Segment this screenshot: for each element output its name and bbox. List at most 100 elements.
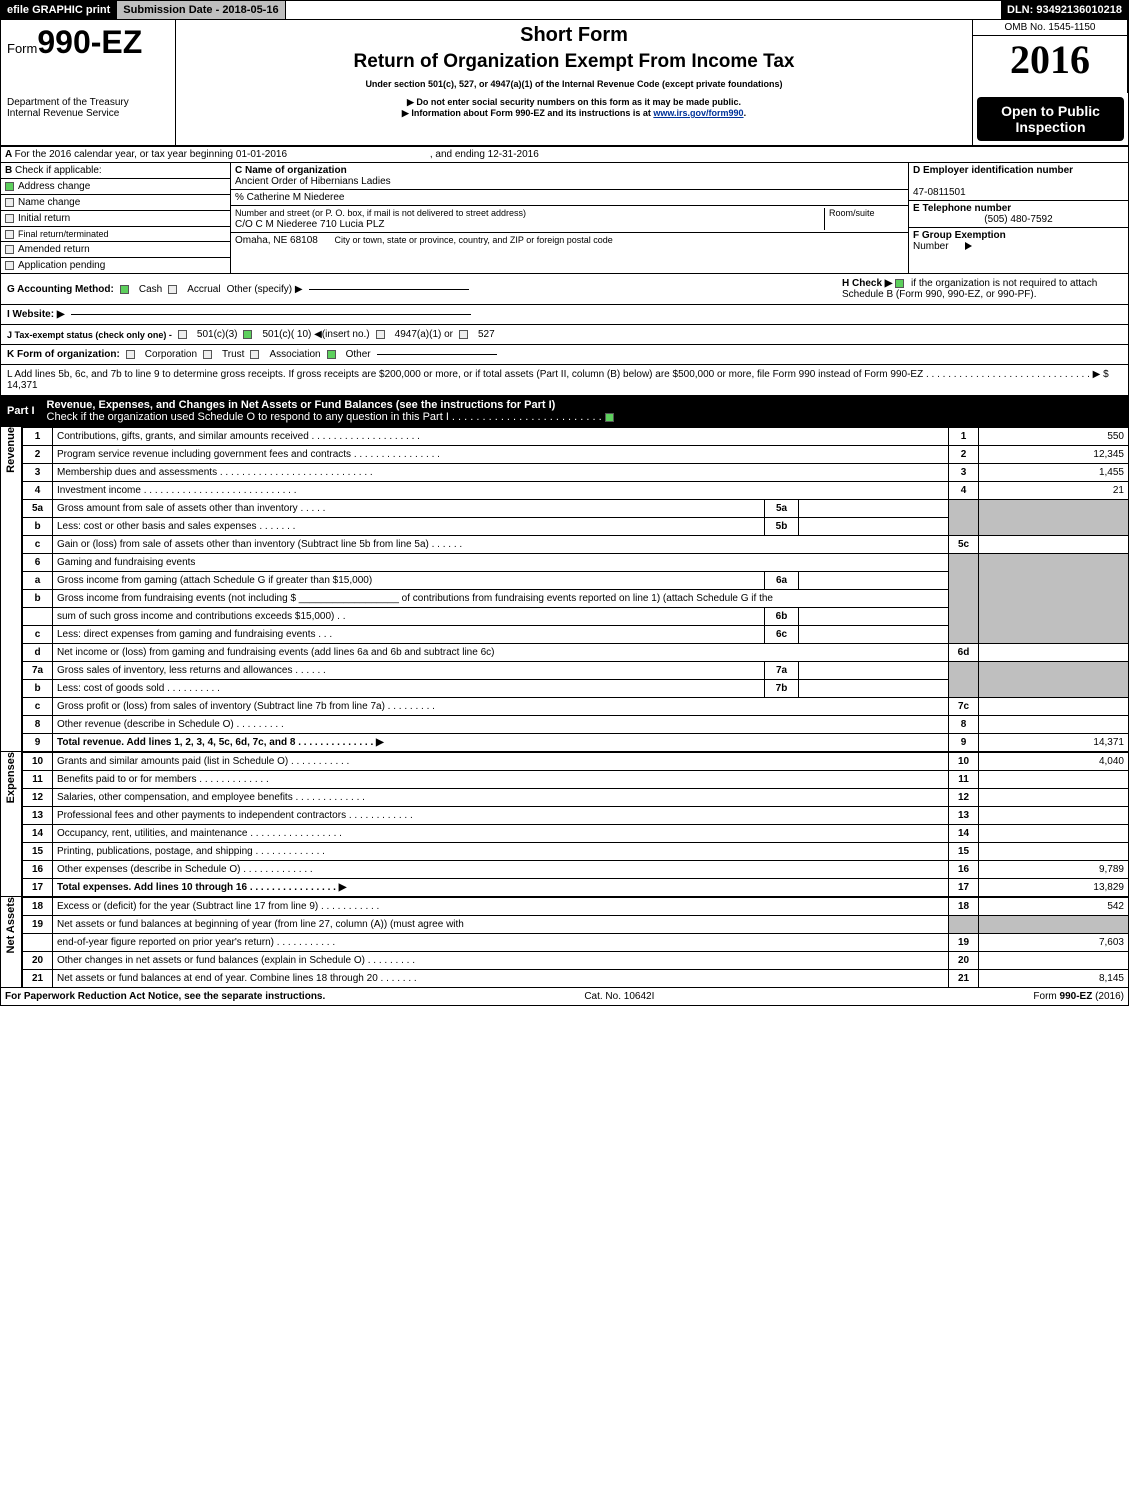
g-other-input[interactable] (309, 289, 469, 290)
chk-final-return[interactable] (5, 230, 14, 239)
footer-left: For Paperwork Reduction Act Notice, see … (5, 991, 325, 1002)
org-name: Ancient Order of Hibernians Ladies (235, 176, 391, 187)
open-line2: Inspection (979, 119, 1122, 135)
g-other: Other (specify) ▶ (227, 284, 303, 295)
line-7b-mid: 7b (765, 680, 799, 698)
chk-4947[interactable] (376, 330, 385, 339)
line-3-col: 3 (949, 464, 979, 482)
line-5c-col: 5c (949, 536, 979, 554)
line-10-amt: 4,040 (979, 753, 1129, 771)
line-12-desc: Salaries, other compensation, and employ… (53, 789, 949, 807)
line-18-desc: Excess or (deficit) for the year (Subtra… (53, 898, 949, 916)
b-final-return: Final return/terminated (18, 229, 109, 239)
b-amended-return: Amended return (18, 244, 90, 255)
i-website-label: I Website: ▶ (7, 309, 65, 320)
dept-line2: Internal Revenue Service (7, 108, 169, 119)
k-trust: Trust (222, 349, 244, 360)
line-a: A For the 2016 calendar year, or tax yea… (0, 147, 1129, 163)
expenses-table: 10Grants and similar amounts paid (list … (22, 752, 1129, 897)
row-g-h: G Accounting Method: Cash Accrual Other … (0, 274, 1129, 305)
line-14-col: 14 (949, 825, 979, 843)
line-4-col: 4 (949, 482, 979, 500)
k-label: K Form of organization: (7, 349, 120, 360)
city-state-zip: Omaha, NE 68108 (235, 235, 318, 246)
chk-other[interactable] (327, 350, 336, 359)
line-13-num: 13 (23, 807, 53, 825)
line-6c-num: c (23, 626, 53, 644)
footer-form-bold: 990-EZ (1060, 991, 1093, 1002)
line-11-col: 11 (949, 771, 979, 789)
line-9-desc: Total revenue. Add lines 1, 2, 3, 4, 5c,… (57, 737, 384, 748)
chk-corp[interactable] (126, 350, 135, 359)
g-accrual: Accrual (187, 284, 220, 295)
k-other: Other (346, 349, 371, 360)
c-label: C Name of organization (235, 165, 347, 176)
line-19b-col: 19 (949, 934, 979, 952)
instruction-info: ▶ Information about Form 990-EZ and its … (182, 108, 966, 119)
form-word: Form (7, 41, 37, 56)
dept-line1: Department of the Treasury (7, 97, 169, 108)
line-7b-num: b (23, 680, 53, 698)
instruction-no-ssn: ▶ Do not enter social security numbers o… (182, 97, 966, 108)
omb-number: OMB No. 1545-1150 (973, 20, 1127, 36)
title-short-form: Short Form (182, 24, 966, 47)
chk-schedule-o[interactable] (605, 413, 614, 422)
line-5b-num: b (23, 518, 53, 536)
tax-year: 2016 (973, 36, 1127, 83)
b-initial-return: Initial return (18, 213, 70, 224)
revenue-section: Revenue 1Contributions, gifts, grants, a… (0, 427, 1129, 752)
line-15-desc: Printing, publications, postage, and shi… (53, 843, 949, 861)
chk-cash[interactable] (120, 285, 129, 294)
line-3-num: 3 (23, 464, 53, 482)
irs-link[interactable]: www.irs.gov/form990 (653, 108, 743, 118)
line-a-end: , and ending 12-31-2016 (430, 149, 539, 160)
part1-header: Part I Revenue, Expenses, and Changes in… (0, 396, 1129, 427)
expenses-section: Expenses 10Grants and similar amounts pa… (0, 752, 1129, 897)
row-k: K Form of organization: Corporation Trus… (0, 345, 1129, 365)
line-2-desc: Program service revenue including govern… (53, 446, 949, 464)
info-pre: ▶ Information about Form 990-EZ and its … (402, 108, 653, 118)
chk-address-change[interactable] (5, 182, 14, 191)
line-7a-mid: 7a (765, 662, 799, 680)
chk-amended-return[interactable] (5, 245, 14, 254)
chk-501c3[interactable] (178, 330, 187, 339)
expenses-vlabel: Expenses (5, 752, 17, 803)
line-5b-desc: Less: cost or other basis and sales expe… (53, 518, 765, 536)
chk-application-pending[interactable] (5, 261, 14, 270)
line-10-desc: Grants and similar amounts paid (list in… (53, 753, 949, 771)
row-i: I Website: ▶ (0, 305, 1129, 325)
line-1-desc: Contributions, gifts, grants, and simila… (53, 428, 949, 446)
chk-initial-return[interactable] (5, 214, 14, 223)
line-a-text: For the 2016 calendar year, or tax year … (15, 149, 287, 160)
line-6b2-mid: 6b (765, 608, 799, 626)
line-6d-num: d (23, 644, 53, 662)
chk-527[interactable] (459, 330, 468, 339)
chk-trust[interactable] (203, 350, 212, 359)
chk-501c[interactable] (243, 330, 252, 339)
k-other-input[interactable] (377, 354, 497, 355)
line-21-num: 21 (23, 970, 53, 988)
f-group-label: F Group Exemption (913, 230, 1006, 241)
l-text: L Add lines 5b, 6c, and 7b to line 9 to … (7, 369, 1122, 391)
top-bar: efile GRAPHIC print Submission Date - 20… (0, 0, 1129, 20)
chk-accrual[interactable] (168, 285, 177, 294)
room-suite: Room/suite (824, 208, 904, 230)
chk-h[interactable] (895, 279, 904, 288)
line-17-amt: 13,829 (979, 879, 1129, 897)
g-label: G Accounting Method: (7, 284, 114, 295)
form-num: 990-EZ (37, 24, 142, 60)
line-1-col: 1 (949, 428, 979, 446)
line-4-num: 4 (23, 482, 53, 500)
website-input[interactable] (71, 314, 471, 315)
line-9-col: 9 (949, 734, 979, 752)
line-1-amt: 550 (979, 428, 1129, 446)
care-of: % Catherine M Niederee (231, 190, 908, 206)
dln: DLN: 93492136010218 (1001, 1, 1128, 19)
line-19-num: 19 (23, 916, 53, 934)
dept-treasury: Department of the Treasury Internal Reve… (1, 93, 176, 146)
netassets-vlabel: Net Assets (5, 897, 17, 953)
chk-name-change[interactable] (5, 198, 14, 207)
form-number: Form990-EZ (7, 24, 169, 61)
chk-assoc[interactable] (250, 350, 259, 359)
k-assoc: Association (269, 349, 320, 360)
